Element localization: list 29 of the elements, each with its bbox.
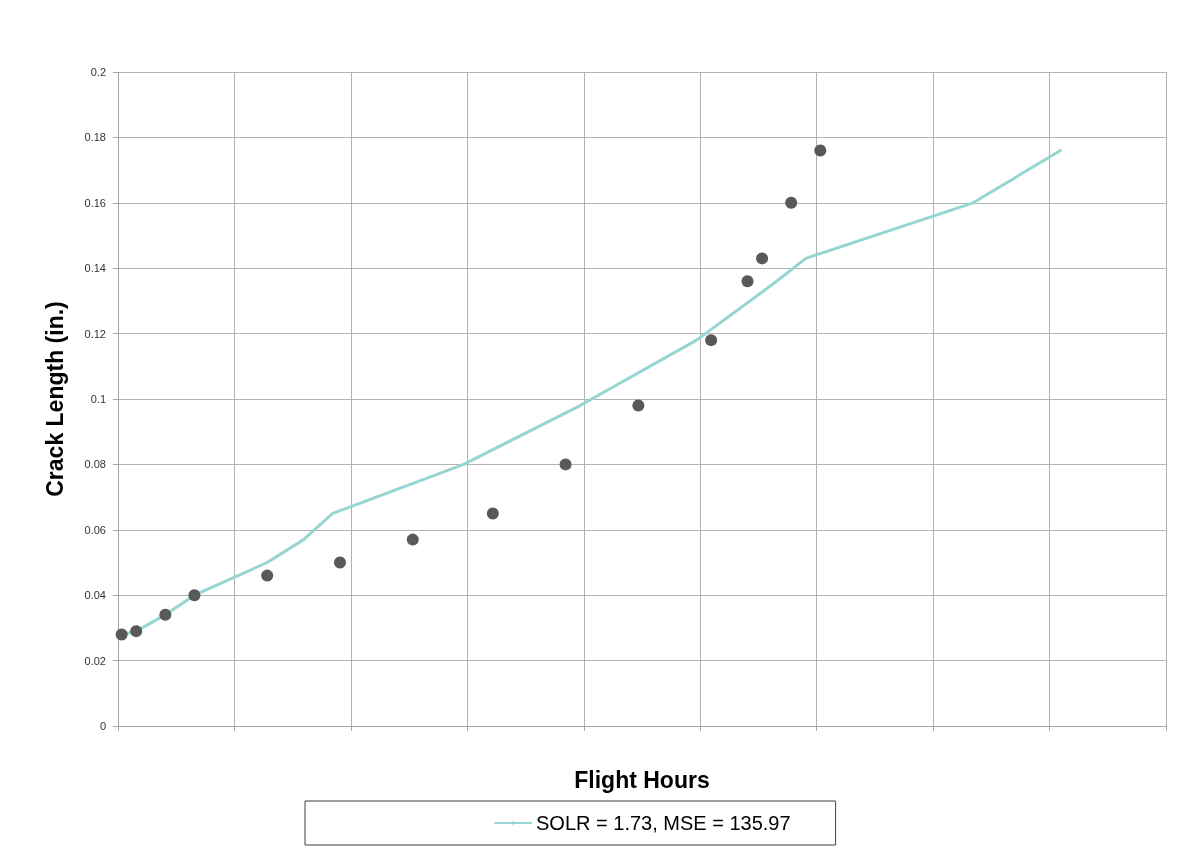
- point: [115, 628, 128, 641]
- point: [486, 507, 499, 520]
- point: [785, 196, 798, 209]
- x-axis-title: Flight Hours: [574, 766, 710, 793]
- y-tick-label: 0.08: [84, 458, 106, 471]
- y-tick-label: 0.18: [84, 131, 106, 144]
- point: [756, 252, 769, 265]
- y-tick-label: 0.04: [84, 589, 106, 602]
- y-tick-label: 0.14: [84, 262, 106, 275]
- point: [406, 533, 419, 546]
- point: [188, 589, 201, 602]
- y-tick-label: 0.12: [84, 327, 106, 340]
- point: [261, 569, 274, 582]
- point: [130, 625, 143, 638]
- y-tick-label: 0: [99, 720, 106, 732]
- point: [741, 275, 754, 288]
- point: [705, 334, 718, 347]
- legend-label: SOLR = 1.73, MSE = 135.97: [536, 812, 791, 834]
- y-tick-label: 0.02: [84, 654, 106, 667]
- y-tick-label: 0.1: [90, 393, 106, 405]
- point: [159, 608, 172, 621]
- point: [814, 144, 827, 157]
- y-tick-label: 0.06: [84, 523, 106, 536]
- point: [632, 399, 645, 412]
- point: [333, 556, 346, 569]
- point: [559, 458, 572, 471]
- y-tick-label: 0.2: [90, 66, 106, 78]
- y-axis-title: Crack Length (in.): [41, 301, 68, 497]
- y-tick-label: 0.16: [84, 196, 106, 209]
